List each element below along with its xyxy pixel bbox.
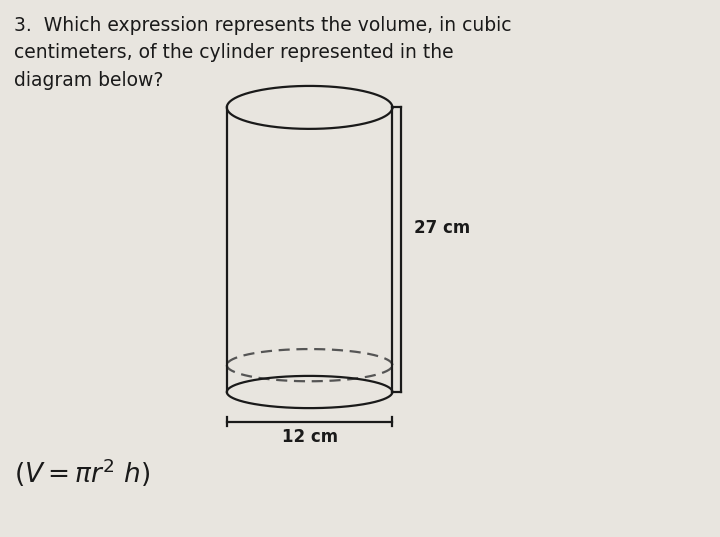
Text: 3.  Which expression represents the volume, in cubic
centimeters, of the cylinde: 3. Which expression represents the volum… — [14, 16, 512, 90]
Text: 12 cm: 12 cm — [282, 428, 338, 446]
Text: $(V = \pi r^2\ h)$: $(V = \pi r^2\ h)$ — [14, 456, 150, 489]
Text: 27 cm: 27 cm — [414, 219, 470, 237]
